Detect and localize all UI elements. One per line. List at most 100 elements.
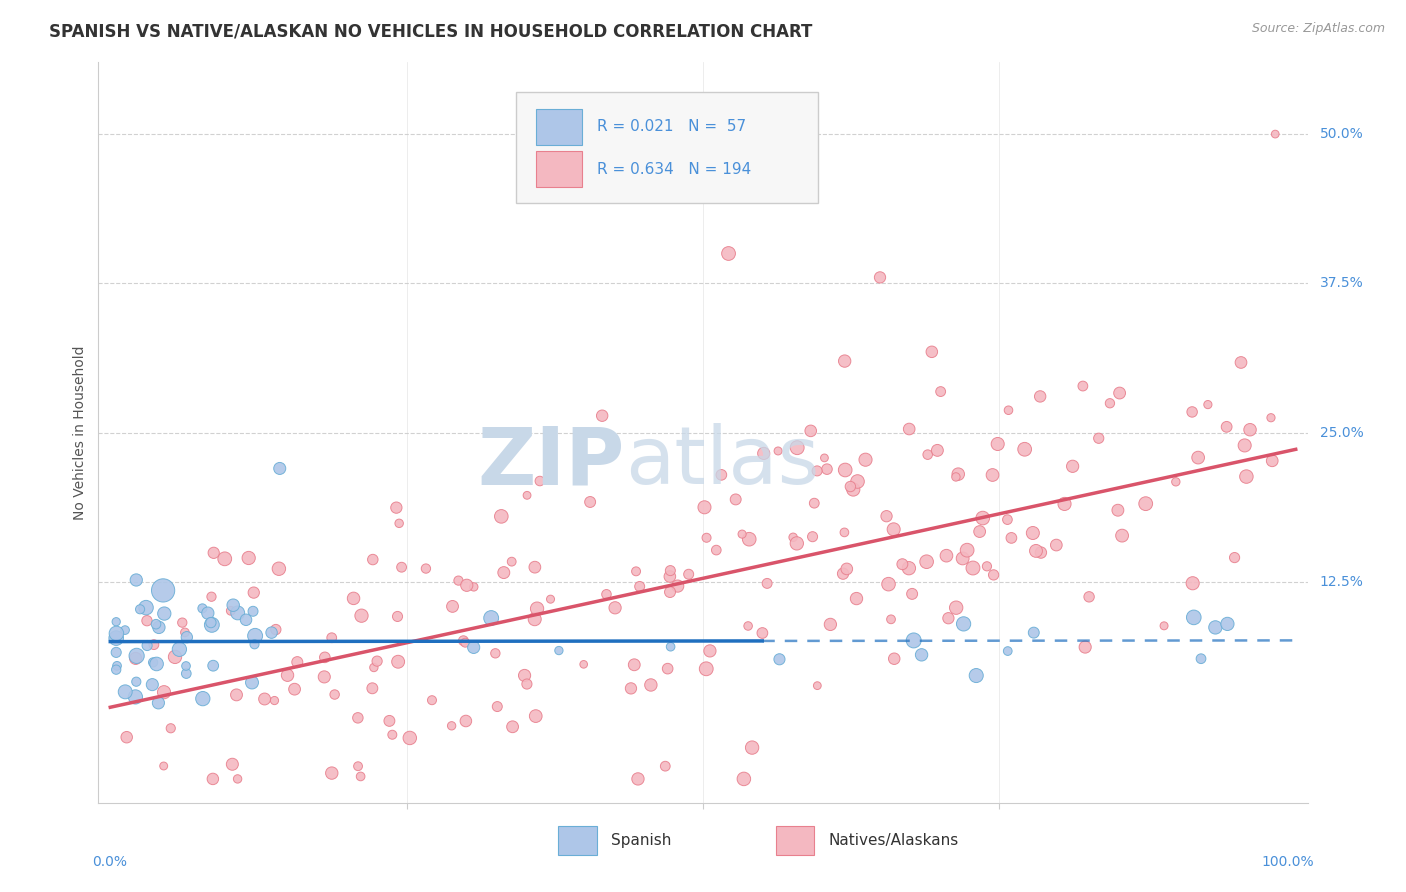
Text: R = 0.634   N = 194: R = 0.634 N = 194 (596, 161, 751, 177)
Point (136, 614, 159, 628)
Point (492, 566, 515, 580)
Point (938, 611, 960, 625)
Point (921, 344, 943, 359)
Point (627, 772, 650, 786)
Point (956, 543, 979, 558)
Point (1239, 423, 1261, 437)
Point (387, 655, 409, 669)
Point (1071, 379, 1094, 393)
Point (361, 681, 384, 696)
Point (976, 559, 998, 574)
Point (242, 604, 264, 618)
Point (915, 555, 938, 569)
Point (153, 685, 176, 699)
Point (883, 522, 905, 536)
Point (163, 649, 186, 664)
Point (114, 623, 136, 637)
Point (323, 688, 346, 702)
Point (176, 666, 198, 681)
Point (659, 564, 682, 578)
Point (191, 691, 214, 706)
Text: atlas: atlas (626, 423, 820, 501)
Point (201, 772, 224, 786)
Point (159, 721, 181, 735)
Point (834, 525, 856, 540)
Point (1074, 640, 1097, 654)
Point (659, 640, 682, 654)
Point (105, 658, 128, 673)
Point (1029, 389, 1052, 403)
Point (876, 509, 898, 524)
Point (997, 513, 1019, 527)
Point (1029, 545, 1052, 559)
Point (628, 579, 651, 593)
Point (225, 688, 247, 702)
Point (526, 601, 548, 615)
Point (385, 500, 408, 515)
Point (366, 654, 388, 668)
Point (350, 608, 373, 623)
Point (125, 674, 148, 689)
Point (983, 568, 1005, 582)
Point (1053, 497, 1076, 511)
Point (1181, 405, 1204, 419)
Point (640, 678, 662, 692)
Point (201, 618, 224, 632)
Point (952, 551, 974, 566)
Point (855, 452, 877, 467)
Point (800, 424, 823, 438)
Point (145, 617, 167, 632)
Point (135, 600, 157, 615)
Point (453, 633, 475, 648)
Point (657, 662, 679, 676)
Point (454, 636, 477, 650)
Point (501, 555, 523, 569)
Point (658, 569, 681, 583)
Bar (536, 152, 582, 186)
Point (1022, 625, 1045, 640)
Point (454, 714, 477, 728)
Point (200, 615, 222, 630)
Point (1108, 386, 1130, 401)
Point (623, 657, 645, 672)
Point (321, 631, 343, 645)
Point (877, 577, 900, 591)
Point (388, 516, 411, 531)
Text: 37.5%: 37.5% (1320, 277, 1364, 291)
Point (820, 617, 842, 632)
Point (834, 463, 856, 477)
Point (1111, 528, 1133, 542)
Point (717, 246, 740, 260)
Point (463, 640, 485, 655)
Point (145, 657, 167, 671)
Point (842, 483, 865, 497)
Point (153, 607, 176, 621)
Point (962, 561, 984, 575)
Point (678, 567, 700, 582)
Text: Source: ZipAtlas.com: Source: ZipAtlas.com (1251, 22, 1385, 36)
Point (1087, 431, 1109, 445)
Point (235, 613, 257, 627)
Point (516, 488, 538, 502)
Point (540, 592, 562, 607)
Point (387, 609, 409, 624)
Point (142, 656, 165, 670)
Point (839, 479, 862, 493)
Point (654, 759, 676, 773)
Point (125, 648, 148, 663)
Point (695, 662, 717, 676)
Point (965, 668, 987, 682)
Point (174, 659, 197, 673)
Point (226, 772, 249, 786)
Point (484, 646, 506, 660)
Point (813, 450, 835, 465)
Point (226, 606, 249, 620)
Point (1230, 355, 1253, 369)
Point (751, 626, 773, 640)
Point (285, 655, 308, 669)
Point (214, 551, 236, 566)
Point (1098, 396, 1121, 410)
Bar (558, 827, 596, 855)
Text: 100.0%: 100.0% (1261, 855, 1313, 869)
Point (415, 561, 437, 575)
